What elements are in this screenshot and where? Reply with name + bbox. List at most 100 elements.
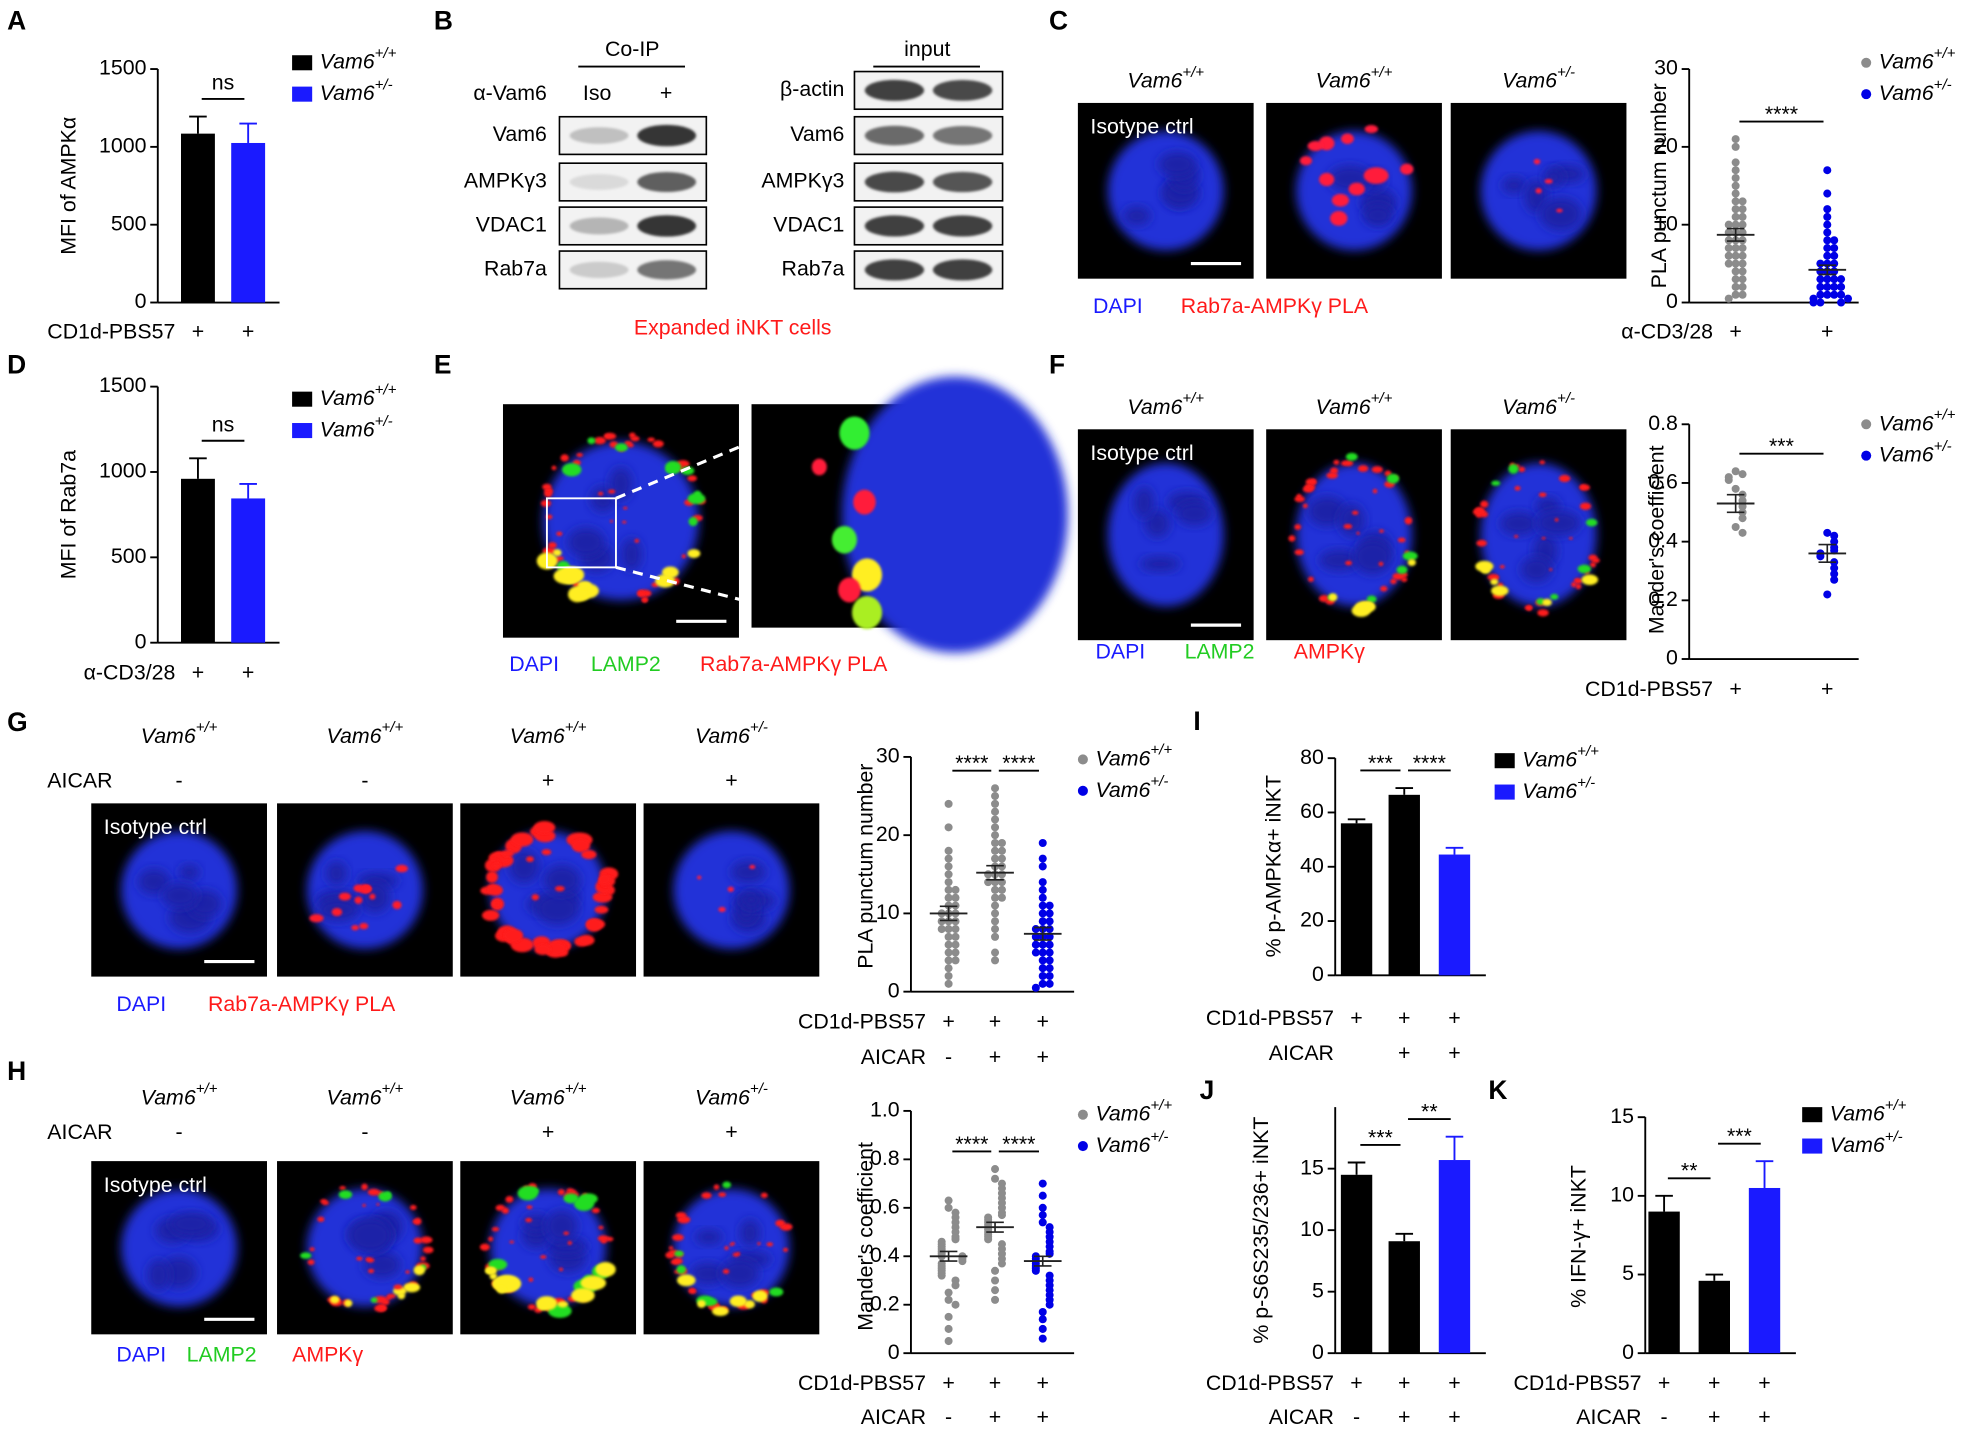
data-point xyxy=(1038,1334,1047,1343)
bar xyxy=(181,478,215,643)
data-point xyxy=(951,932,960,941)
y-axis-label: % IFN-γ+ iNKT xyxy=(1567,1165,1591,1308)
nucleus xyxy=(1480,463,1597,607)
data-point xyxy=(991,799,1000,808)
data-point xyxy=(1038,838,1047,848)
isotype-label: Isotype ctrl xyxy=(1090,441,1193,465)
row-value: + xyxy=(989,1045,1001,1069)
signal-spot xyxy=(1581,574,1599,586)
signal-spot xyxy=(573,1196,595,1211)
legend-marker xyxy=(1861,89,1872,100)
signal-spot xyxy=(1372,488,1378,494)
signal-spot xyxy=(1366,595,1377,603)
signal-spot xyxy=(317,1216,325,1222)
data-point xyxy=(944,948,953,957)
data-point xyxy=(1837,282,1846,291)
channel-label: DAPI xyxy=(116,1342,166,1366)
y-tick-label: 500 xyxy=(111,544,147,568)
data-point xyxy=(1738,244,1747,253)
data-point xyxy=(937,1271,946,1280)
row-value: + xyxy=(1350,1371,1362,1395)
data-point xyxy=(997,1211,1006,1220)
signal-spot xyxy=(420,1256,426,1262)
data-point xyxy=(1038,878,1047,887)
y-tick-label: 0 xyxy=(135,289,147,313)
data-point xyxy=(997,854,1006,863)
signal-spot xyxy=(309,914,324,923)
signal-spot xyxy=(1302,503,1308,509)
data-point xyxy=(1724,294,1733,303)
data-point xyxy=(944,925,953,934)
signal-spot xyxy=(622,520,627,524)
panel-letter: I xyxy=(1193,706,1200,736)
data-point xyxy=(1038,1203,1047,1212)
y-tick-label: 0.2 xyxy=(1648,587,1678,611)
y-tick-label: 20 xyxy=(1654,134,1678,158)
row-label: CD1d-PBS57 xyxy=(798,1371,926,1395)
signal-spot xyxy=(1363,167,1389,184)
channel-label: DAPI xyxy=(116,992,166,1016)
channel-label: LAMP2 xyxy=(187,1342,257,1366)
data-point xyxy=(1731,522,1740,531)
bar xyxy=(1388,794,1420,976)
data-point xyxy=(951,940,960,949)
signal-spot xyxy=(1348,182,1365,196)
signal-spot xyxy=(321,1200,329,1205)
signal-spot xyxy=(1541,536,1546,540)
channel-label: DAPI xyxy=(1095,639,1145,663)
blot-header: α-Vam6 xyxy=(473,81,547,105)
signal-spot xyxy=(1296,493,1302,499)
y-tick-label: 0.4 xyxy=(1648,528,1678,552)
data-point xyxy=(1816,282,1825,291)
row-label: AICAR xyxy=(1269,1041,1334,1065)
legend-label: Vam6+/- xyxy=(1095,1128,1168,1156)
data-point xyxy=(991,792,1000,801)
row-value: - xyxy=(1353,1405,1360,1429)
legend-marker xyxy=(1861,450,1872,461)
signal-spot xyxy=(362,886,372,893)
signal-spot xyxy=(547,542,557,549)
data-point xyxy=(1823,205,1832,214)
signal-spot xyxy=(420,1236,433,1244)
row-value: + xyxy=(1821,677,1833,701)
legend-marker xyxy=(1861,419,1872,430)
nucleus-texture xyxy=(1133,486,1155,519)
bar xyxy=(1340,823,1373,976)
signal-spot xyxy=(760,1192,768,1198)
signal-spot xyxy=(1407,559,1416,566)
row-value: + xyxy=(192,319,204,343)
y-tick-label: 1000 xyxy=(99,134,147,158)
signal-spot xyxy=(1550,593,1559,600)
data-point xyxy=(1731,142,1740,151)
data-point xyxy=(991,909,1000,918)
nucleus xyxy=(1107,463,1224,607)
isotype-label: Isotype ctrl xyxy=(104,815,207,839)
bar xyxy=(1340,1174,1373,1354)
signal-spot xyxy=(752,1290,768,1303)
nucleus xyxy=(121,1188,238,1307)
data-point xyxy=(1738,212,1747,221)
signal-spot xyxy=(851,595,883,630)
signal-spot xyxy=(1333,459,1340,465)
signal-spot xyxy=(393,1284,403,1290)
significance-label: ** xyxy=(1421,1099,1438,1123)
signal-spot xyxy=(1397,537,1406,543)
signal-spot xyxy=(1302,485,1314,493)
data-point xyxy=(1038,1191,1047,1200)
data-point xyxy=(1031,1266,1040,1275)
row-value: - xyxy=(1661,1405,1668,1429)
row-value: + xyxy=(542,1120,554,1144)
legend-marker xyxy=(292,86,313,102)
y-tick-label: 20 xyxy=(876,822,900,846)
significance-label: **** xyxy=(1002,1132,1035,1156)
signal-spot xyxy=(533,821,556,834)
data-point xyxy=(951,893,960,902)
data-point xyxy=(1738,259,1747,268)
data-point xyxy=(1045,901,1054,910)
data-point xyxy=(984,870,993,879)
significance-label: **** xyxy=(955,751,988,775)
blot-band xyxy=(932,80,993,101)
data-point xyxy=(1731,220,1740,229)
signal-spot xyxy=(665,1251,675,1259)
legend-marker xyxy=(292,391,313,407)
